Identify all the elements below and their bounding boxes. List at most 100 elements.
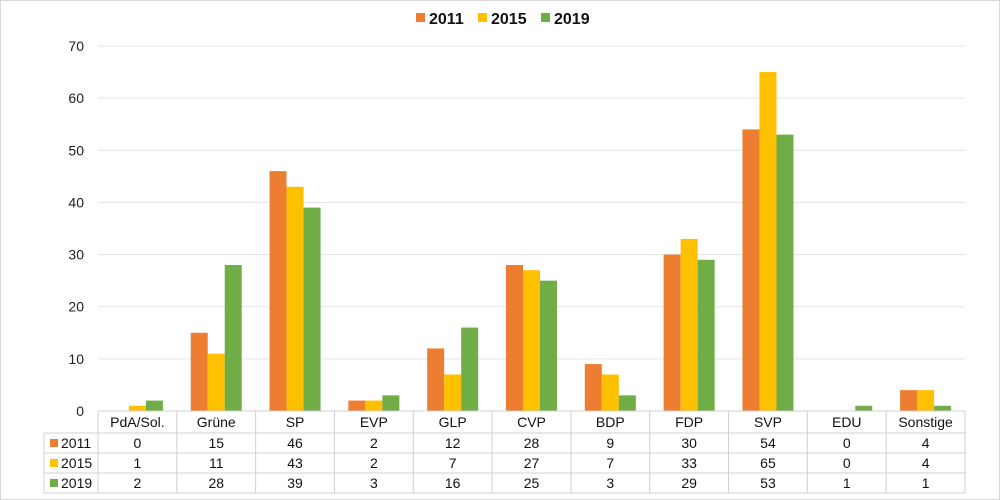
legend-label: 2015 (491, 11, 527, 28)
table-series-swatch (50, 479, 58, 487)
legend-label: 2011 (429, 11, 464, 28)
y-axis-ticks: 0 10 20 30 40 50 60 70 (68, 38, 84, 419)
legend-swatch (478, 13, 487, 22)
bar-2019-GLP (461, 327, 479, 411)
x-tick-label: EVP (360, 414, 388, 430)
bar-2019-SVP (776, 134, 794, 411)
bar-2019-FDP (697, 259, 715, 411)
data-label: 2 (134, 475, 142, 491)
bar-2011-Grüne (190, 332, 208, 411)
bar-2011-BDP (584, 364, 602, 411)
data-label: 7 (449, 455, 457, 471)
data-label: 0 (134, 435, 142, 451)
data-label: 9 (606, 435, 614, 451)
bar-2015-EVP (365, 400, 383, 411)
bar-2011-GLP (427, 348, 445, 411)
bar-2019-BDP (618, 395, 636, 411)
legend-label: 2019 (554, 11, 590, 28)
bar-2015-PdA/Sol. (128, 405, 146, 411)
data-label: 3 (370, 475, 378, 491)
data-label: 54 (760, 435, 776, 451)
x-tick-label: Sonstige (898, 414, 953, 430)
bar-2019-EDU (855, 405, 873, 411)
bar-2015-CVP (523, 270, 540, 411)
y-tick-label: 70 (68, 38, 84, 54)
x-tick-label: Grüne (197, 414, 236, 430)
data-label: 43 (287, 455, 303, 471)
data-label: 1 (134, 455, 142, 471)
bar-2015-SVP (759, 72, 777, 412)
data-table: PdA/Sol. Grüne SP EVP GLP CVP BDP FDP SVP EDU Sons… (43, 410, 966, 494)
legend-swatch (416, 13, 425, 22)
data-label: 53 (760, 475, 776, 491)
x-tick-label: BDP (596, 414, 625, 430)
bar-2019-SP (303, 207, 321, 411)
data-label: 65 (760, 455, 776, 471)
table-series-swatch (50, 459, 58, 467)
data-label: 16 (445, 475, 461, 491)
x-tick-label: GLP (439, 414, 467, 430)
bar-2015-FDP (680, 238, 698, 411)
table-series-swatch (50, 439, 58, 447)
bar-2011-FDP (663, 254, 681, 411)
bar-2011-EVP (348, 400, 366, 411)
data-label: 28 (524, 435, 540, 451)
data-label: 25 (524, 475, 540, 491)
bars (128, 72, 952, 412)
y-tick-label: 30 (68, 247, 84, 263)
table-series-label: 2019 (61, 475, 92, 491)
data-label: 7 (606, 455, 614, 471)
x-tick-label: PdA/Sol. (110, 414, 164, 430)
legend: 2011 2015 2019 (416, 11, 590, 28)
y-tick-label: 60 (68, 90, 84, 106)
x-tick-label: FDP (675, 414, 703, 430)
bar-2015-Grüne (207, 353, 225, 411)
bar-2015-BDP (601, 374, 619, 411)
data-label: 2 (370, 455, 378, 471)
data-label: 46 (287, 435, 303, 451)
bar-2019-Sonstige (934, 405, 952, 411)
data-label: 15 (208, 435, 224, 451)
data-label: 4 (922, 455, 930, 471)
x-tick-label: EDU (832, 414, 862, 430)
data-label: 1 (843, 475, 851, 491)
data-label: 4 (922, 435, 930, 451)
data-label: 12 (445, 435, 461, 451)
data-label: 2 (370, 435, 378, 451)
y-tick-label: 20 (68, 299, 84, 315)
bar-2019-CVP (540, 280, 557, 411)
data-label: 0 (843, 435, 851, 451)
data-label: 39 (287, 475, 303, 491)
x-tick-label: SVP (754, 414, 782, 430)
data-label: 33 (681, 455, 697, 471)
bar-2011-Sonstige (900, 390, 918, 411)
x-tick-label: CVP (517, 414, 546, 430)
bar-2015-GLP (444, 374, 462, 411)
bar-2011-SP (269, 171, 287, 411)
bar-2019-PdA/Sol. (145, 400, 163, 411)
data-label: 11 (209, 455, 224, 471)
legend-swatch (541, 13, 550, 22)
bar-2011-SVP (742, 129, 760, 411)
table-series-label: 2015 (61, 455, 92, 471)
y-tick-label: 50 (68, 142, 84, 158)
bar-2019-Grüne (224, 265, 242, 411)
data-label: 3 (606, 475, 614, 491)
data-label: 29 (681, 475, 697, 491)
table-series-label: 2011 (61, 435, 91, 451)
data-label: 28 (208, 475, 224, 491)
bar-2015-SP (286, 186, 304, 411)
y-tick-label: 0 (76, 403, 84, 419)
x-tick-label: SP (286, 414, 305, 430)
data-label: 0 (843, 455, 851, 471)
y-tick-label: 40 (68, 194, 84, 210)
data-label: 30 (681, 435, 697, 451)
bar-2015-Sonstige (917, 390, 935, 411)
bar-2019-EVP (382, 395, 400, 411)
y-tick-label: 10 (68, 351, 84, 367)
data-label: 1 (922, 475, 930, 491)
data-label: 27 (524, 455, 540, 471)
bar-2011-CVP (506, 265, 523, 411)
gridlines (98, 45, 965, 360)
